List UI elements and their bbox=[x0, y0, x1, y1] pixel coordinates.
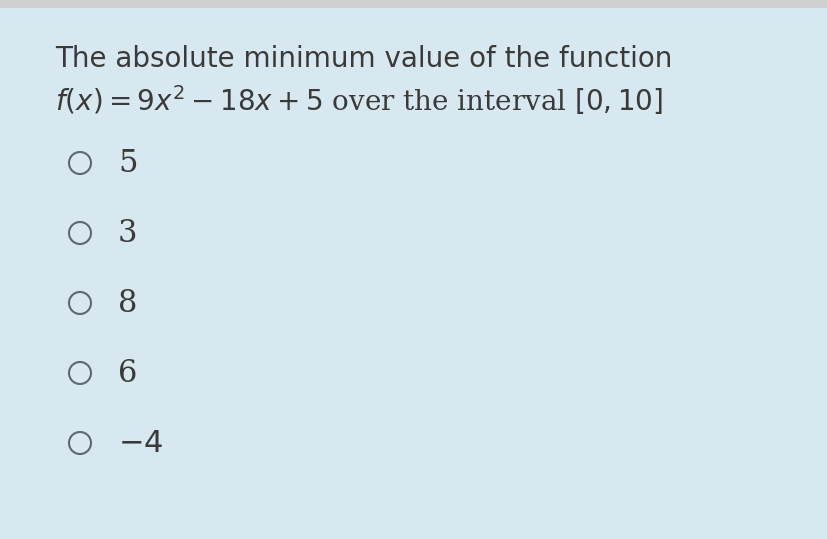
Text: 6: 6 bbox=[118, 357, 137, 389]
Text: The absolute minimum value of the function: The absolute minimum value of the functi… bbox=[55, 45, 672, 73]
Bar bbox=[0, 0, 827, 8]
Text: 3: 3 bbox=[118, 218, 137, 248]
Text: 8: 8 bbox=[118, 287, 137, 319]
Text: 5: 5 bbox=[118, 148, 137, 178]
Text: $-4$: $-4$ bbox=[118, 427, 163, 459]
Text: $f(x) = 9x^2 - 18x + 5$ over the interval $[0, 10]$: $f(x) = 9x^2 - 18x + 5$ over the interva… bbox=[55, 83, 662, 117]
